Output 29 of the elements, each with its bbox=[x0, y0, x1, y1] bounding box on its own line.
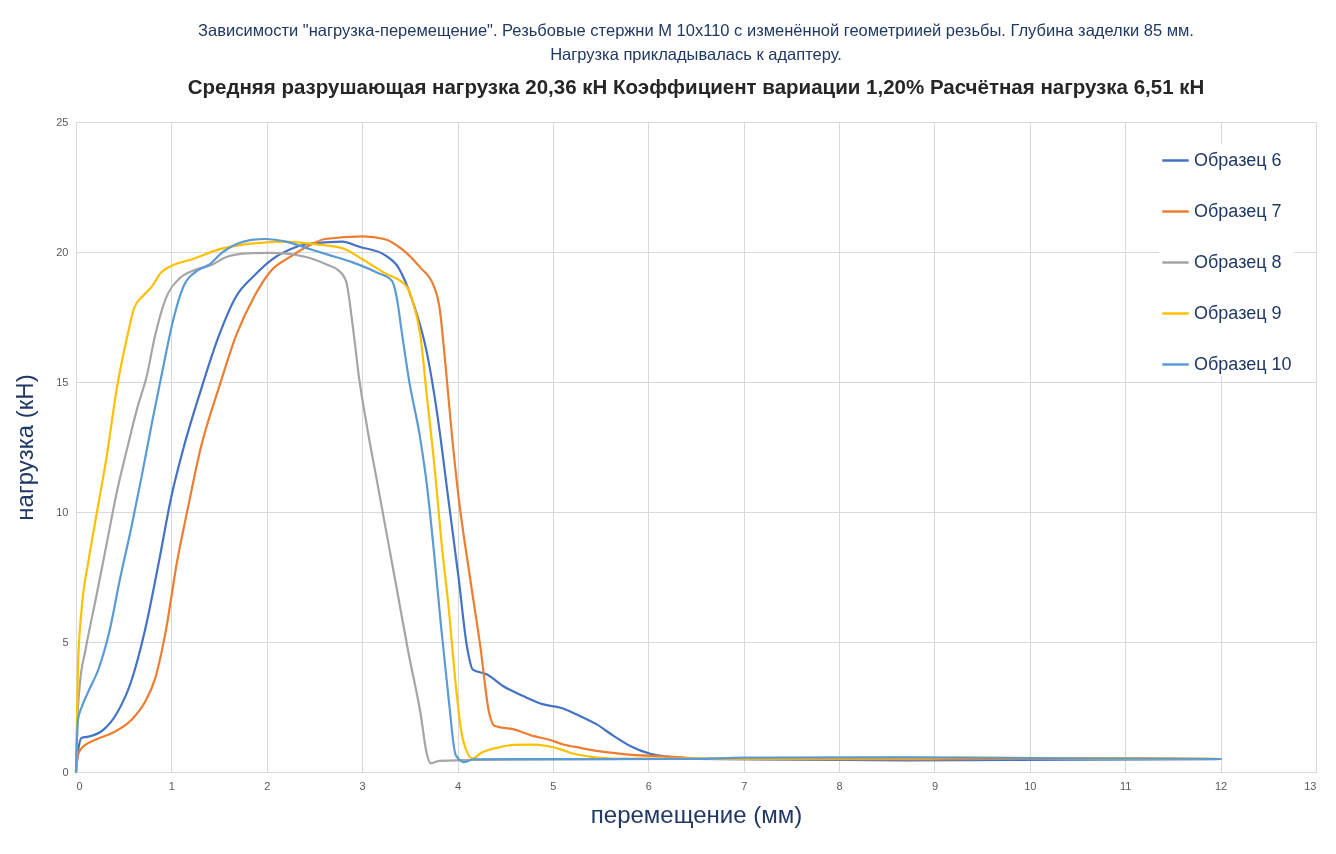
x-tick-label: 0 bbox=[76, 779, 83, 792]
x-tick-label: 5 bbox=[550, 779, 557, 792]
x-tick-label: 7 bbox=[741, 779, 748, 792]
legend-label: Образец 7 bbox=[1194, 200, 1282, 221]
x-tick-label: 10 bbox=[1024, 779, 1037, 792]
x-tick-label: 3 bbox=[359, 779, 366, 792]
x-tick-label: 9 bbox=[931, 779, 939, 792]
legend-label: Образец 8 bbox=[1194, 251, 1282, 272]
x-tick-label: 1 bbox=[168, 779, 175, 792]
legend-label: Образец 6 bbox=[1194, 149, 1282, 170]
y-tick-label: 15 bbox=[56, 375, 69, 388]
x-tick-label: 8 bbox=[836, 779, 843, 792]
legend-label: Образец 10 bbox=[1194, 353, 1292, 374]
y-axis-title: нагрузка (кН) bbox=[11, 374, 39, 521]
y-tick-label: 0 bbox=[62, 765, 69, 778]
y-tick-label: 20 bbox=[56, 245, 69, 258]
x-tick-label: 13 bbox=[1304, 779, 1317, 792]
x-tick-label: 12 bbox=[1214, 779, 1228, 792]
y-tick-label: 5 bbox=[62, 635, 69, 648]
chart-subtitle: Средняя разрушающая нагрузка 20,36 кН Коэффициент вариации 1,20% Расчётная нагрузка 6,51 кН bbox=[187, 74, 1205, 98]
x-axis-title: перемещение (мм) bbox=[590, 800, 803, 828]
x-tick-label: 11 bbox=[1120, 779, 1132, 792]
legend-label: Образец 9 bbox=[1194, 302, 1282, 323]
x-tick-label: 4 bbox=[454, 779, 462, 792]
chart-title: Зависимости "нагрузка-перемещение". Резьбовые стержни М 10х110 с изменённой геометриией резьбы. Глубина заделки 85 мм. Нагрузка прикладывалась к адаптеру. bbox=[198, 21, 1194, 63]
y-tick-label: 10 bbox=[56, 505, 69, 518]
x-tick-label: 2 bbox=[264, 779, 271, 792]
x-tick-label: 6 bbox=[645, 779, 652, 792]
y-tick-label: 25 bbox=[56, 115, 69, 128]
